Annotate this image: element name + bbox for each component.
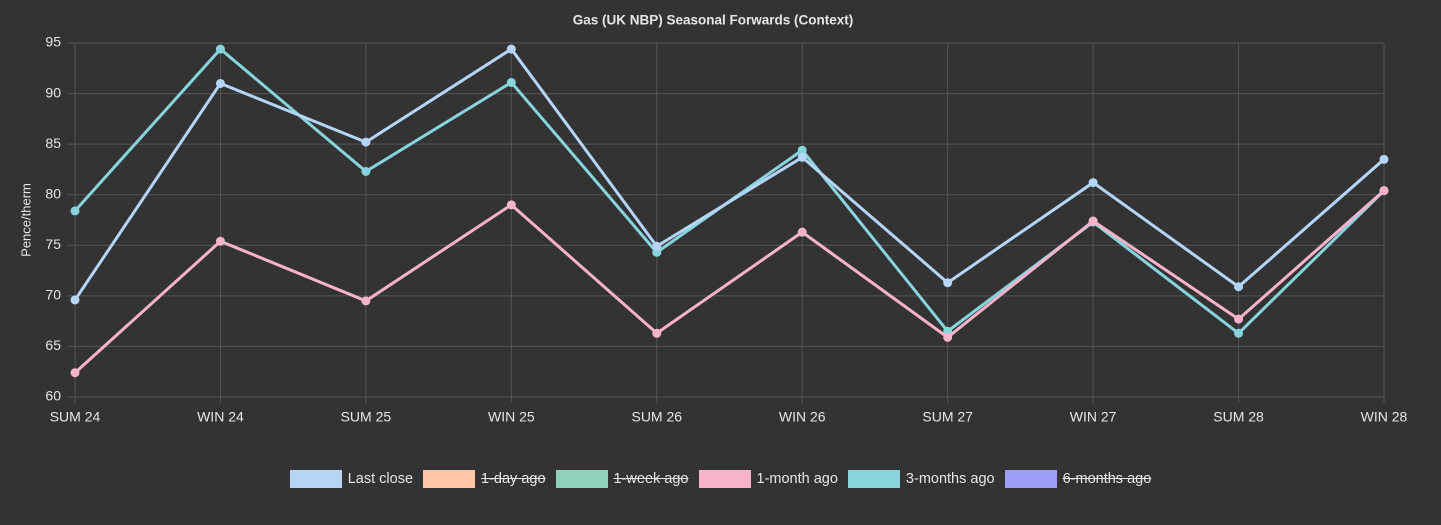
data-point: [943, 332, 953, 342]
legend-entry[interactable]: Last close: [289, 470, 414, 488]
data-point: [506, 44, 516, 54]
x-tick-label: SUM 28: [1213, 409, 1264, 425]
chart: Gas (UK NBP) Seasonal Forwards (Context)…: [18, 13, 1408, 425]
data-point: [797, 145, 807, 155]
x-tick-label: SUM 25: [341, 409, 392, 425]
y-tick-label: 70: [45, 287, 61, 303]
legend-label: 1-week ago: [613, 471, 689, 487]
data-point: [943, 278, 953, 288]
legend-swatch: [847, 470, 900, 488]
data-point: [652, 328, 662, 338]
legend-entry[interactable]: 3-months ago: [847, 470, 995, 488]
legend-swatch: [289, 470, 342, 488]
data-point: [215, 44, 225, 54]
legend-label: 1-month ago: [756, 471, 838, 487]
series-line: [73, 189, 1385, 374]
chart-title: Gas (UK NBP) Seasonal Forwards (Context): [573, 13, 854, 28]
data-point: [1234, 314, 1244, 324]
legend-swatch: [423, 470, 476, 488]
data-point: [361, 137, 371, 147]
data-point: [652, 241, 662, 251]
data-point: [1088, 178, 1098, 188]
x-tick-label: SUM 26: [631, 409, 682, 425]
y-tick-label: 65: [45, 337, 61, 353]
legend-label: 1-day ago: [481, 471, 546, 487]
x-tick-label: WIN 24: [197, 409, 244, 425]
data-point: [70, 368, 80, 378]
legend: Last close 1-day ago 1-week ago 1-month ago…: [0, 470, 1441, 488]
legend-entry[interactable]: 1-week ago: [555, 470, 689, 488]
y-tick-label: 90: [45, 84, 61, 100]
y-tick-label: 95: [45, 34, 61, 50]
legend-swatch: [698, 470, 751, 488]
y-tick-label: 60: [45, 388, 61, 404]
data-point: [215, 78, 225, 88]
x-tick-label: WIN 25: [488, 409, 535, 425]
x-tick-label: WIN 26: [779, 409, 826, 425]
data-point: [70, 295, 80, 305]
legend-entry[interactable]: 1-month ago: [698, 470, 838, 488]
y-tick-label: 85: [45, 135, 61, 151]
data-point: [1234, 282, 1244, 292]
data-point: [70, 206, 80, 216]
legend-entry[interactable]: 1-day ago: [423, 470, 546, 488]
legend-entry[interactable]: 6-months ago: [1004, 470, 1152, 488]
data-point: [797, 227, 807, 237]
data-point: [1088, 216, 1098, 226]
legend-label: 6-months ago: [1062, 471, 1152, 487]
legend-label: 3-months ago: [905, 471, 995, 487]
data-point: [1379, 154, 1389, 164]
legend-swatch: [1004, 470, 1057, 488]
x-tick-label: SUM 24: [50, 409, 101, 425]
x-tick-label: WIN 27: [1070, 409, 1117, 425]
data-point: [506, 77, 516, 87]
data-point: [215, 236, 225, 246]
x-tick-label: SUM 27: [922, 409, 973, 425]
data-point: [1234, 328, 1244, 338]
series-line: [73, 47, 1385, 301]
x-tick-label: WIN 28: [1361, 409, 1408, 425]
series-line: [73, 46, 1386, 336]
data-point: [361, 296, 371, 306]
y-axis-label: Pence/therm: [18, 183, 33, 257]
legend-label: Last close: [347, 471, 414, 487]
y-tick-label: 75: [45, 236, 61, 252]
data-point: [797, 152, 807, 162]
legend-swatch: [555, 470, 608, 488]
data-point: [506, 200, 516, 210]
data-point: [361, 166, 371, 176]
data-point: [1379, 186, 1389, 196]
y-tick-label: 80: [45, 185, 61, 201]
